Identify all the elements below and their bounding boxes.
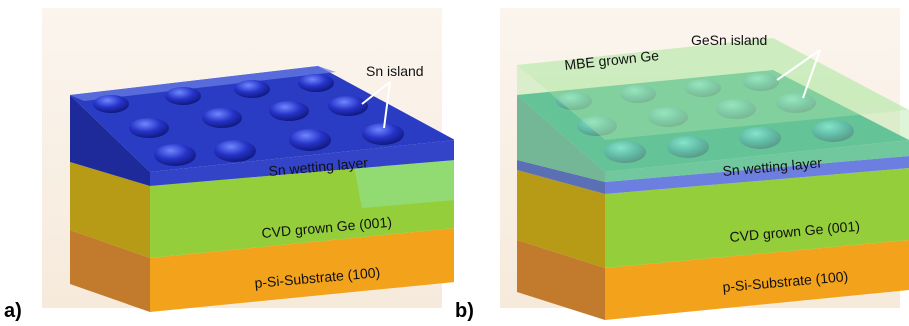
sn-layer-side xyxy=(70,95,150,186)
pointer-line xyxy=(361,81,391,105)
ge-layer-side xyxy=(517,170,605,268)
island xyxy=(298,74,334,92)
island xyxy=(154,144,196,166)
substrate-side xyxy=(70,230,150,312)
sn-islands xyxy=(93,74,404,166)
mbe-layer-front xyxy=(605,110,909,182)
gesn-layer-front xyxy=(605,140,909,182)
sn-layer-edge xyxy=(70,66,336,101)
island xyxy=(604,141,646,163)
sn-layer-side xyxy=(517,160,605,194)
panel-a-diagram: Sn island Sn wetting layer CVD grown Ge … xyxy=(42,8,454,312)
pointer-line xyxy=(802,49,821,99)
pointer-line xyxy=(776,49,821,81)
panel-b-letter: b) xyxy=(455,300,474,322)
substrate-front xyxy=(605,240,909,320)
substrate-front xyxy=(150,228,454,312)
island xyxy=(739,127,781,149)
ge-layer-front xyxy=(605,168,909,268)
gesn-layer-side xyxy=(517,95,605,182)
ge-layer-side xyxy=(70,162,150,258)
mbe-layer-top xyxy=(517,38,909,140)
island xyxy=(289,129,331,151)
sn-island-label: Sn island xyxy=(366,63,424,79)
island xyxy=(812,120,854,142)
island xyxy=(165,87,201,105)
island xyxy=(667,136,709,158)
gesn-island-label: GeSn island xyxy=(691,32,767,48)
island xyxy=(214,140,256,162)
island xyxy=(129,118,169,138)
island xyxy=(269,101,309,121)
substrate-side xyxy=(517,240,605,320)
panel-a: Sn island Sn wetting layer CVD grown Ge … xyxy=(0,0,454,326)
island xyxy=(328,96,368,116)
pointer-line xyxy=(383,81,391,129)
island xyxy=(362,123,404,145)
island xyxy=(202,108,242,128)
panel-b-diagram: GeSn island MBE grown Ge Sn wetting laye… xyxy=(500,8,909,320)
panel-a-letter: a) xyxy=(4,300,22,322)
sn-layer-front xyxy=(605,156,909,194)
island xyxy=(93,95,129,113)
sn-layer-front xyxy=(150,140,454,186)
island xyxy=(234,80,270,98)
panel-b: GeSn island MBE grown Ge Sn wetting laye… xyxy=(455,0,909,326)
mbe-layer-side xyxy=(517,65,605,182)
